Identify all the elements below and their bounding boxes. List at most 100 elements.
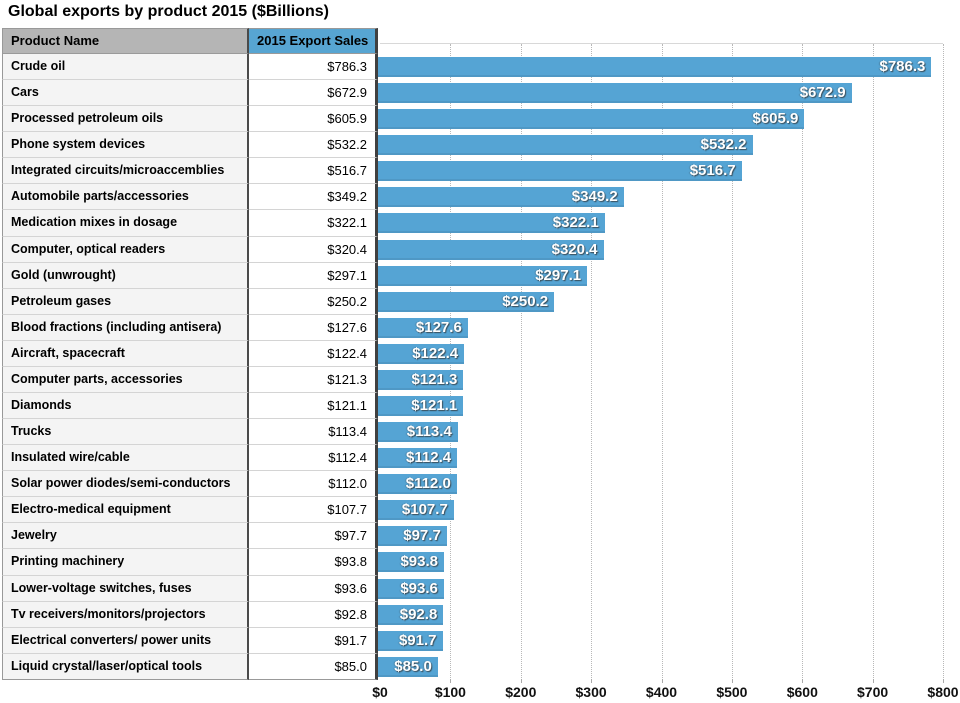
table-row: Electrical converters/ power units $91.7… (2, 627, 958, 654)
bar: $85.0 (378, 656, 438, 677)
product-value-cell: $107.7 (249, 497, 378, 524)
gridline (943, 44, 944, 680)
bar: $672.9 (378, 83, 852, 104)
bar-value-label: $122.4 (412, 344, 459, 362)
bar-value-label: $605.9 (752, 110, 799, 128)
bar-track: $786.3 (378, 54, 958, 80)
bar: $121.3 (378, 369, 464, 390)
product-name-cell: Electrical converters/ power units (2, 627, 249, 654)
bar: $250.2 (378, 291, 555, 312)
table-row: Trucks $113.4 $113.4 (2, 419, 958, 446)
table-row: Computer parts, accessories $121.3 $121.… (2, 366, 958, 394)
bar-track: $516.7 (378, 158, 958, 184)
bar-track: $93.6 (378, 576, 958, 602)
bar: $605.9 (378, 109, 805, 130)
product-value-cell: $93.6 (249, 575, 378, 602)
product-name-cell: Gold (unwrought) (2, 262, 249, 289)
column-header-product-name: Product Name (2, 28, 249, 54)
product-value-cell: $112.0 (249, 471, 378, 498)
bar-value-label: $320.4 (551, 240, 598, 258)
bar-track: $113.4 (378, 419, 958, 445)
bar: $532.2 (378, 135, 753, 156)
product-value-cell: $250.2 (249, 288, 378, 315)
product-name-cell: Aircraft, spacecraft (2, 340, 249, 367)
x-tick-mark (450, 679, 452, 683)
product-name-cell: Tv receivers/monitors/projectors (2, 601, 249, 628)
product-name-cell: Computer parts, accessories (2, 366, 249, 394)
bar-track: $297.1 (378, 263, 958, 289)
bar-track: $250.2 (378, 289, 958, 315)
bar-value-label: $85.0 (394, 657, 432, 675)
bar-track: $107.7 (378, 497, 958, 523)
bar: $93.8 (378, 552, 444, 573)
table-row: Lower-voltage switches, fuses $93.6 $93.… (2, 575, 958, 602)
bar-value-label: $672.9 (799, 84, 846, 102)
x-tick-label: $600 (786, 684, 818, 700)
product-value-cell: $127.6 (249, 314, 378, 341)
bar-track: $85.0 (378, 654, 958, 680)
bar: $349.2 (378, 187, 624, 208)
product-value-cell: $532.2 (249, 132, 378, 159)
bar-track: $121.1 (378, 393, 958, 419)
bar: $113.4 (378, 422, 458, 443)
bar-value-label: $121.1 (411, 397, 458, 415)
table-row: Cars $672.9 $672.9 (2, 80, 958, 107)
product-name-cell: Blood fractions (including antisera) (2, 314, 249, 341)
gridline (731, 44, 733, 680)
gridline (591, 44, 593, 680)
product-name-cell: Insulated wire/cable (2, 445, 249, 472)
x-tick-mark (943, 679, 944, 683)
gridline (802, 44, 804, 680)
bar-track: $91.7 (378, 628, 958, 654)
table-row: Computer, optical readers $320.4 $320.4 (2, 236, 958, 263)
bar-value-label: $113.4 (406, 423, 452, 441)
x-tick-mark (872, 679, 874, 683)
bar-value-label: $93.8 (400, 553, 438, 571)
x-tick-label: $200 (505, 684, 537, 700)
gridline (661, 44, 663, 680)
bar: $107.7 (378, 500, 454, 521)
product-value-cell: $320.4 (249, 236, 378, 263)
bar-value-label: $349.2 (571, 188, 618, 206)
table-row: Automobile parts/accessories $349.2 $349… (2, 184, 958, 211)
product-value-cell: $121.1 (249, 393, 378, 420)
product-value-cell: $122.4 (249, 340, 378, 367)
x-tick-mark (661, 679, 663, 683)
product-name-cell: Solar power diodes/semi-conductors (2, 471, 249, 498)
bar-track: $672.9 (378, 80, 958, 106)
product-value-cell: $113.4 (249, 419, 378, 446)
product-value-cell: $297.1 (249, 262, 378, 289)
x-tick-label: $500 (716, 684, 748, 700)
table-row: Diamonds $121.1 $121.1 (2, 393, 958, 420)
product-value-cell: $605.9 (249, 106, 378, 133)
product-value-cell: $93.8 (249, 549, 378, 576)
bar-value-label: $322.1 (552, 214, 599, 232)
table-header-row: Product Name 2015 Export Sales (2, 28, 958, 54)
bar-track: $92.8 (378, 602, 958, 628)
product-name-cell: Liquid crystal/laser/optical tools (2, 653, 249, 680)
bar-track: $112.0 (378, 471, 958, 497)
product-value-cell: $112.4 (249, 445, 378, 472)
bar-value-label: $112.0 (405, 475, 451, 493)
product-name-cell: Phone system devices (2, 132, 249, 159)
bar: $92.8 (378, 604, 444, 625)
bar-value-label: $532.2 (700, 136, 747, 154)
bar-track: $349.2 (378, 184, 958, 210)
bar-value-label: $107.7 (401, 501, 448, 519)
bar: $91.7 (378, 630, 443, 651)
x-axis: $0 $100 $200 $300 $400 $500 $600 $700 $800 (372, 679, 959, 703)
bar-value-label: $297.1 (535, 266, 582, 284)
product-name-cell: Jewelry (2, 523, 249, 550)
x-tick-label: $100 (434, 684, 466, 700)
product-name-cell: Electro-medical equipment (2, 497, 249, 524)
bar: $112.0 (378, 474, 457, 495)
bar-value-label: $250.2 (502, 292, 549, 310)
x-tick-mark (802, 679, 804, 683)
table-row: Processed petroleum oils $605.9 $605.9 (2, 106, 958, 133)
chart-title: Global exports by product 2015 ($Billion… (8, 3, 329, 20)
bar: $516.7 (378, 161, 742, 182)
product-name-cell: Printing machinery (2, 549, 249, 576)
x-tick-label: $700 (857, 684, 889, 700)
product-value-cell: $91.7 (249, 627, 378, 654)
product-name-cell: Integrated circuits/microaccemblies (2, 158, 249, 185)
